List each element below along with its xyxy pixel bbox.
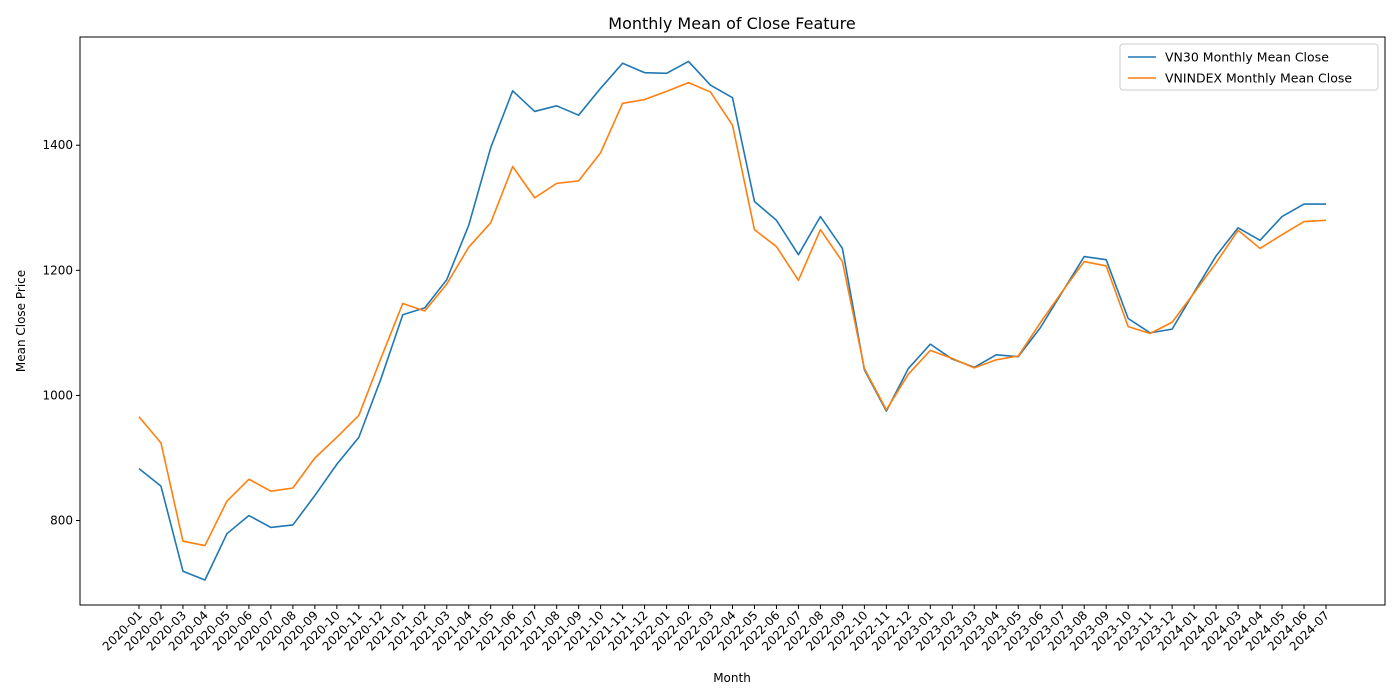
legend-box bbox=[1119, 43, 1379, 91]
x-axis-label: Month bbox=[713, 671, 751, 685]
legend-label: VN30 Monthly Mean Close bbox=[1165, 50, 1329, 65]
y-tick-label: 800 bbox=[50, 514, 73, 528]
y-axis-ticks: 800 1000 1200 1400 bbox=[42, 138, 80, 528]
series-line bbox=[138, 81, 1327, 547]
y-tick-label: 1400 bbox=[42, 138, 73, 152]
series-line bbox=[138, 60, 1326, 581]
chart-title: Monthly Mean of Close Feature bbox=[608, 14, 855, 33]
series-lines bbox=[138, 60, 1327, 581]
x-axis-ticks: 2020-012020-022020-032020-042020-052020-… bbox=[100, 605, 1332, 654]
plot-area bbox=[80, 37, 1385, 605]
y-tick-label: 1200 bbox=[42, 263, 73, 277]
y-tick-label: 1000 bbox=[42, 388, 73, 402]
legend-label: VNINDEX Monthly Mean Close bbox=[1165, 71, 1352, 86]
plot-frame bbox=[79, 36, 1386, 606]
legend: VN30 Monthly Mean Close VNINDEX Monthly M… bbox=[1119, 43, 1379, 91]
y-axis-label: Mean Close Price bbox=[14, 270, 28, 372]
